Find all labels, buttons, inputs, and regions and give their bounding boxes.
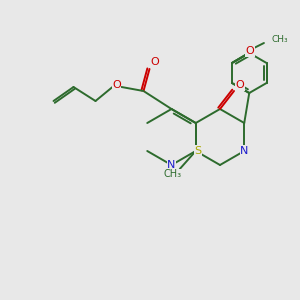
Text: O: O (246, 46, 254, 56)
Text: CH₃: CH₃ (164, 169, 182, 179)
Text: CH₃: CH₃ (272, 34, 289, 43)
Text: N: N (240, 146, 248, 156)
Text: O: O (150, 57, 159, 67)
Text: O: O (112, 80, 121, 90)
Text: S: S (194, 146, 201, 156)
Text: O: O (236, 80, 244, 90)
Text: N: N (167, 160, 176, 170)
